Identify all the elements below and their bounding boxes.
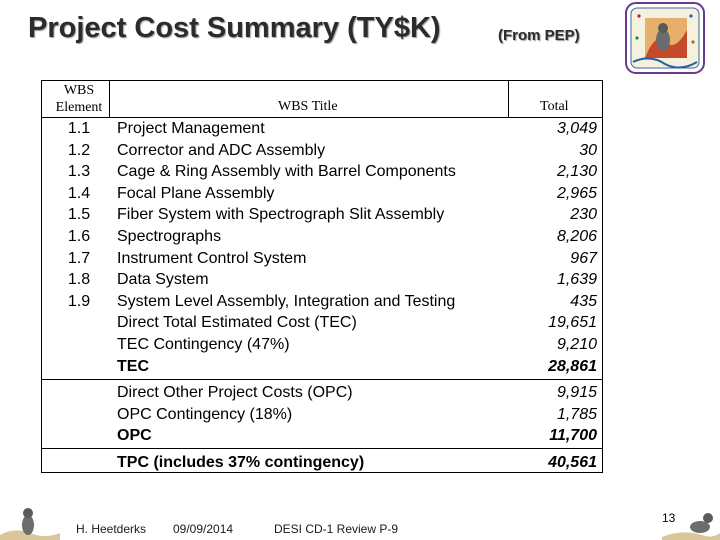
reclining-figure-icon bbox=[662, 513, 720, 540]
total-cell: 1,639 bbox=[556, 271, 597, 289]
cost-table bbox=[41, 80, 603, 473]
opc-total-cell: 1,785 bbox=[556, 405, 597, 423]
total-cell: 435 bbox=[570, 292, 597, 310]
total-cell: 3,049 bbox=[556, 120, 597, 137]
total-cell: 2,965 bbox=[556, 184, 597, 202]
sitting-figure-icon bbox=[0, 508, 60, 540]
energy-logo-icon bbox=[625, 2, 705, 74]
wbs-title-cell: Data System bbox=[117, 271, 209, 289]
wbs-element-cell: 1.2 bbox=[67, 141, 91, 159]
wbs-element-cell: 1.5 bbox=[67, 206, 91, 224]
wbs-element-cell: 1.7 bbox=[67, 249, 91, 267]
footer-date: 09/09/2014 bbox=[173, 522, 234, 536]
total-cell: 967 bbox=[570, 249, 597, 267]
total-cell: 28,861 bbox=[548, 357, 597, 375]
opc-title-cell: OPC Contingency (18%) bbox=[117, 405, 293, 423]
wbs-title-cell: Spectrographs bbox=[117, 228, 222, 245]
total-header: Total bbox=[540, 99, 569, 114]
opc-title-cell: Direct Other Project Costs (OPC) bbox=[117, 384, 353, 401]
wbs-element-cell: 1.6 bbox=[67, 228, 91, 245]
wbs-title-cell: Instrument Control System bbox=[117, 249, 307, 267]
page-subtitle: (From PEP) bbox=[498, 27, 580, 44]
wbs-element-cell: 1.9 bbox=[67, 292, 91, 310]
wbs-title-header: WBS Title bbox=[278, 99, 338, 114]
total-cell: 19,651 bbox=[548, 314, 597, 332]
wbs-element-header: WBS Element bbox=[55, 83, 103, 115]
wbs-title-cell: TEC Contingency (47%) bbox=[117, 336, 290, 353]
tpc-total-cell: 40,561 bbox=[548, 454, 597, 471]
wbs-element-cell: 1.4 bbox=[67, 184, 91, 202]
wbs-title-cell: Direct Total Estimated Cost (TEC) bbox=[117, 314, 357, 332]
total-cell: 30 bbox=[579, 141, 597, 159]
tpc-title-cell: TPC (includes 37% contingency) bbox=[117, 454, 365, 471]
opc-total-cell: 11,700 bbox=[549, 427, 597, 445]
wbs-element-cell: 1.8 bbox=[67, 271, 91, 289]
wbs-title-cell: Fiber System with Spectrograph Slit Asse… bbox=[117, 206, 445, 224]
total-cell: 8,206 bbox=[556, 228, 597, 245]
page-number: 13 bbox=[662, 511, 676, 525]
wbs-title-cell: Cage & Ring Assembly with Barrel Compone… bbox=[117, 163, 456, 181]
total-cell: 2,130 bbox=[556, 163, 597, 181]
footer-review: DESI CD-1 Review P-9 bbox=[274, 522, 399, 536]
wbs-title-cell: TEC bbox=[117, 357, 149, 375]
total-cell: 230 bbox=[570, 206, 597, 224]
wbs-title-cell: Focal Plane Assembly bbox=[117, 184, 275, 202]
wbs-title-cell: Project Management bbox=[117, 120, 265, 137]
wbs-element-cell: 1.3 bbox=[67, 163, 91, 181]
opc-title-cell: OPC bbox=[117, 427, 152, 445]
opc-total-cell: 9,915 bbox=[556, 384, 597, 401]
wbs-element-cell: 1.1 bbox=[67, 120, 91, 137]
total-cell: 9,210 bbox=[556, 336, 597, 353]
footer-author: H. Heetderks bbox=[76, 522, 147, 536]
page-title: Project Cost Summary (TY$K) bbox=[28, 12, 441, 44]
wbs-title-cell: System Level Assembly, Integration and T… bbox=[117, 292, 456, 310]
wbs-title-cell: Corrector and ADC Assembly bbox=[117, 141, 326, 159]
